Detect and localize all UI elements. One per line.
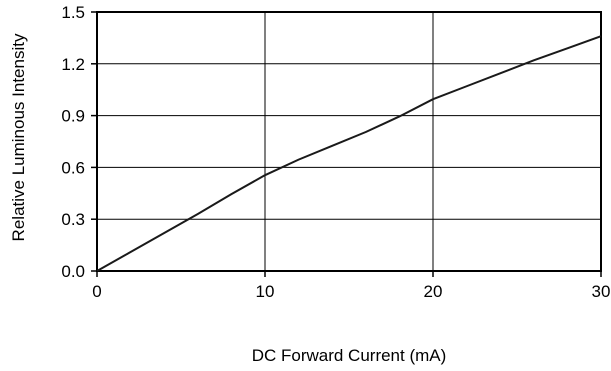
y-axis-title: Relative Luminous Intensity (9, 33, 28, 241)
x-axis-ticks: 0 10 20 30 (92, 271, 610, 301)
x-tick-label: 10 (256, 282, 275, 301)
y-tick-label: 0.9 (61, 107, 85, 126)
y-tick-label: 0.3 (61, 210, 85, 229)
y-tick-label: 1.5 (61, 3, 85, 22)
y-axis-ticks: 0.0 0.3 0.6 0.9 1.2 1.5 (61, 3, 97, 281)
series-line (96, 35, 602, 272)
plot-frame (96, 11, 602, 272)
x-tick-label: 20 (424, 282, 443, 301)
y-tick-label: 1.2 (61, 55, 85, 74)
y-tick-label: 0.0 (61, 262, 85, 281)
x-tick-label: 30 (592, 282, 611, 301)
grid-lines (97, 12, 601, 271)
x-tick-label: 0 (92, 282, 101, 301)
x-axis-title: DC Forward Current (mA) (252, 346, 447, 365)
y-tick-label: 0.6 (61, 158, 85, 177)
series-layer (96, 35, 602, 272)
